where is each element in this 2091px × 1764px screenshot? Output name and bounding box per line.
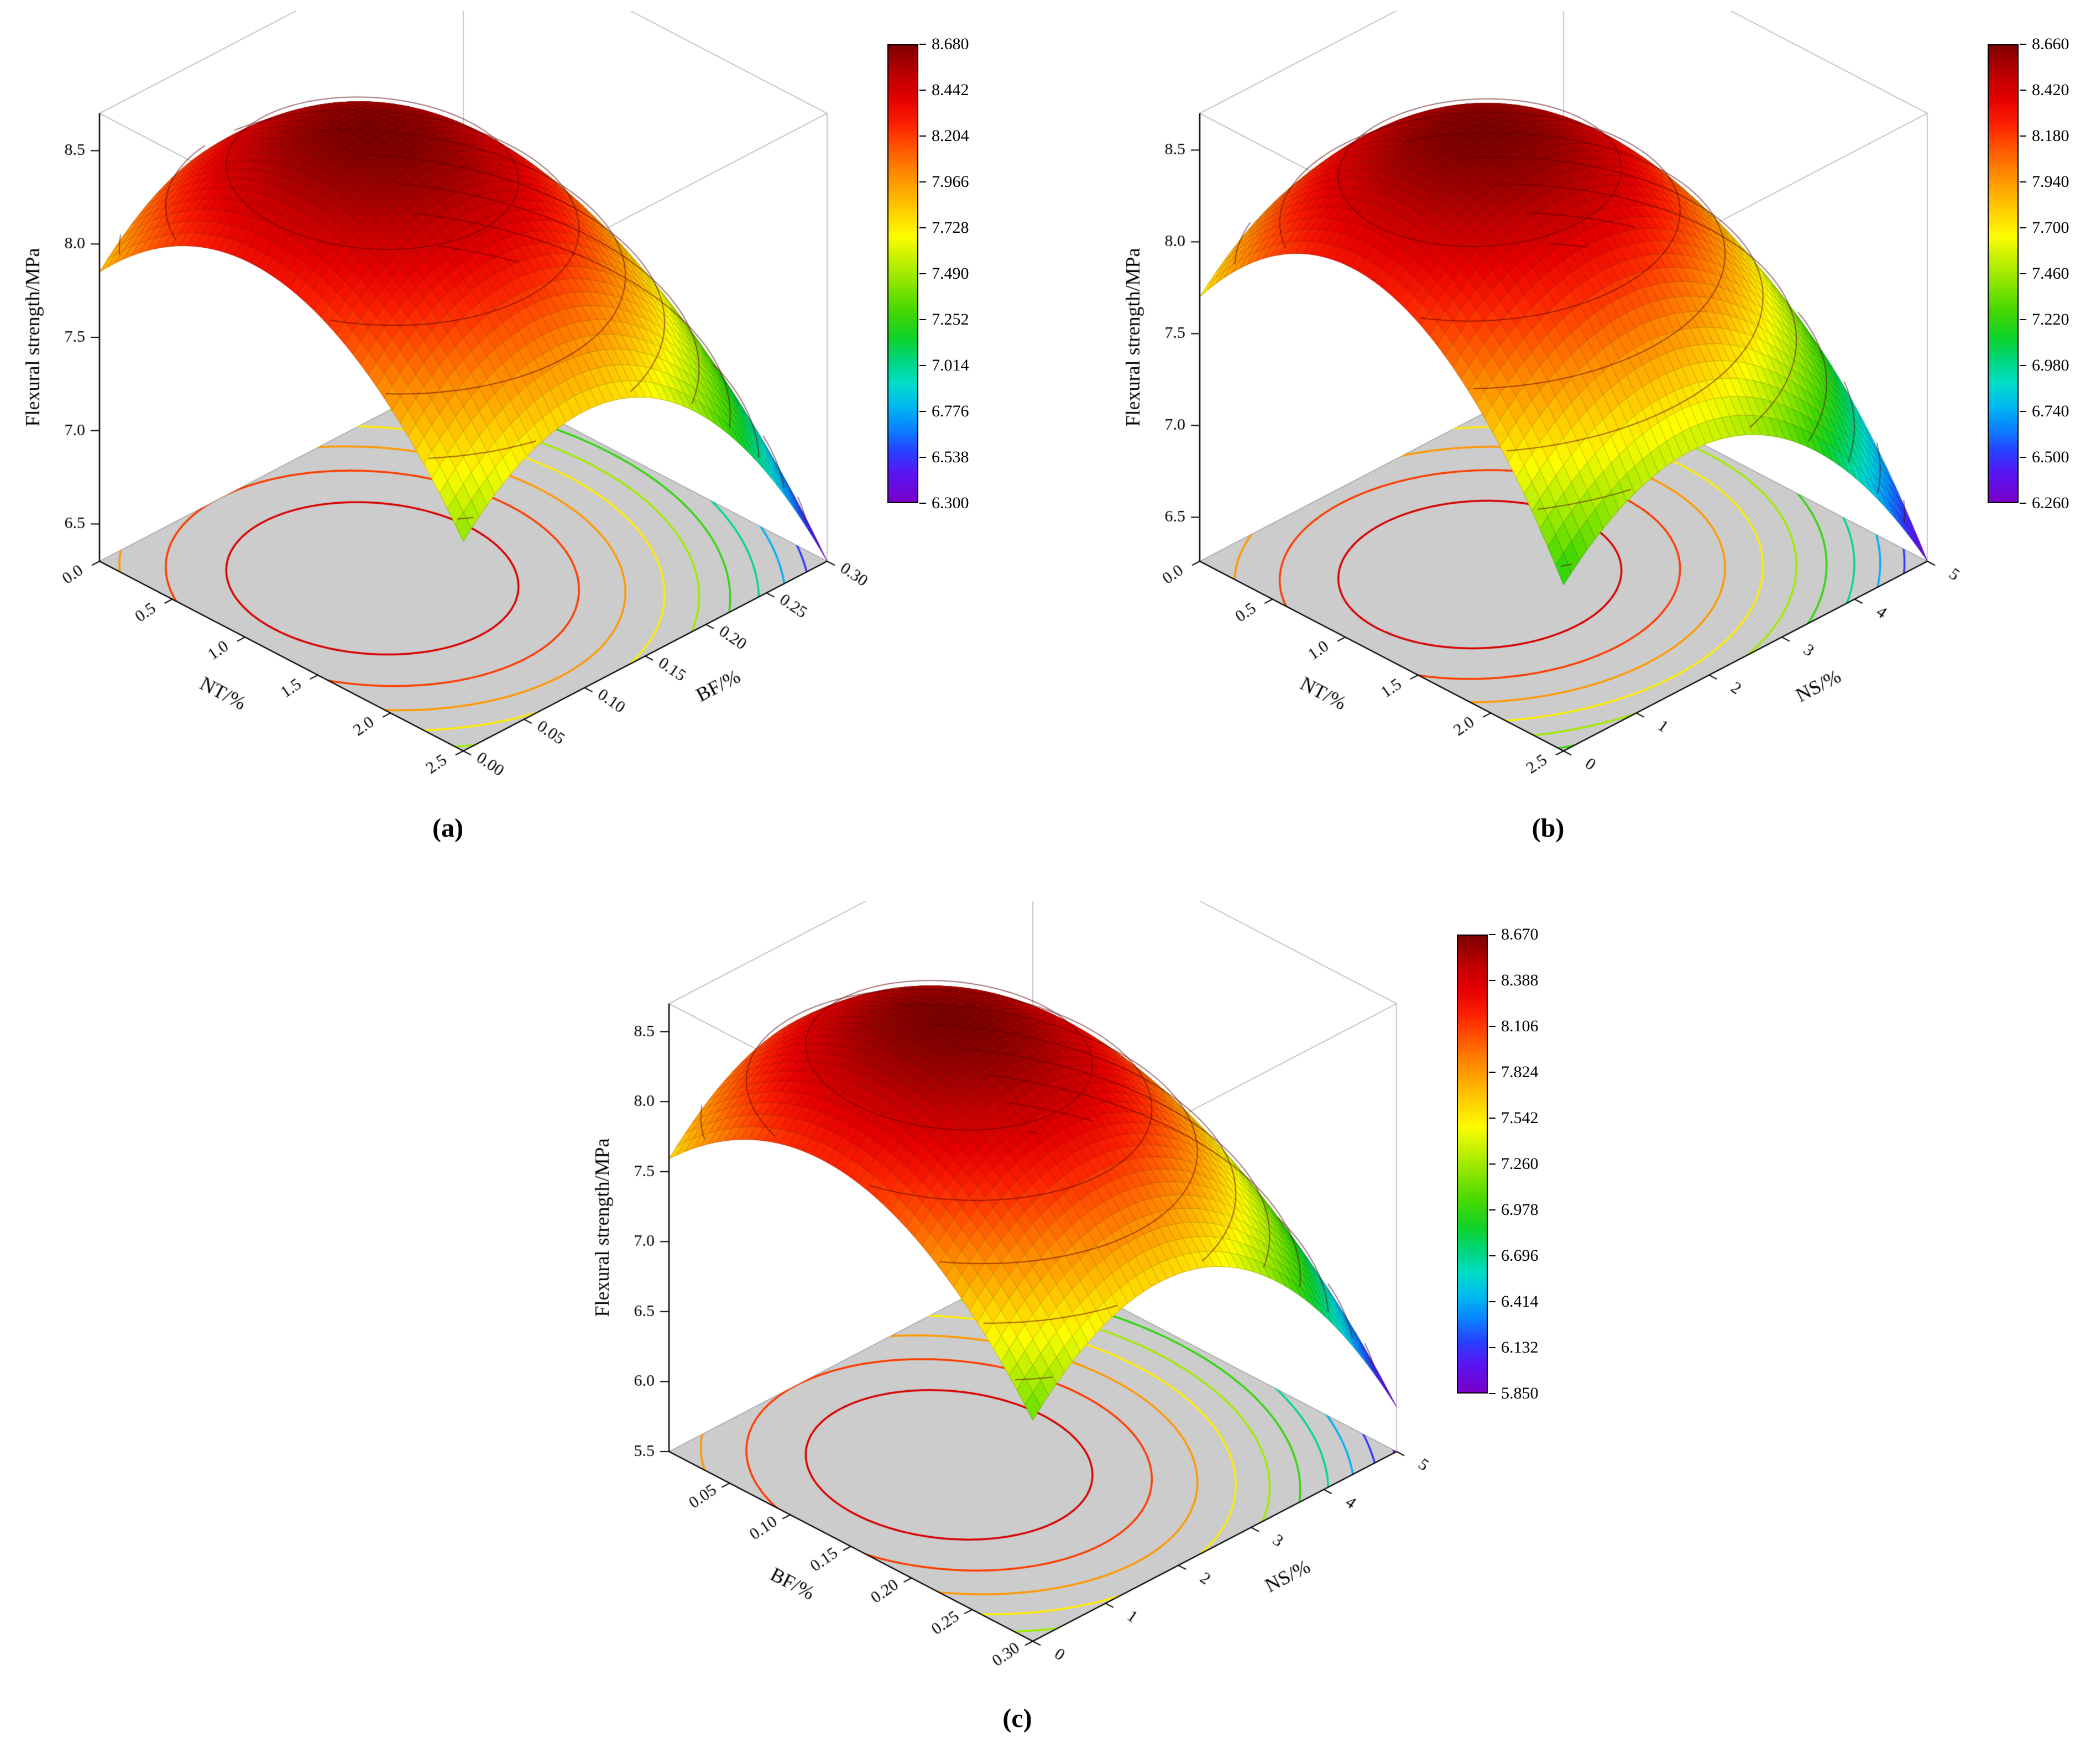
- colorbar-tick-label: 8.660: [2032, 35, 2069, 53]
- colorbar-tick: [2020, 227, 2026, 228]
- surface-canvas-a: [17, 11, 879, 796]
- colorbar-tick-label: 6.538: [932, 448, 969, 466]
- surface-canvas-b: [1117, 11, 1979, 796]
- surface-plot-b: 8.660 8.420 8.180 7.940 7.700 7.460 7.220 6.980…: [1117, 11, 2091, 874]
- colorbar-tick: [2020, 319, 2026, 320]
- colorbar-a: 8.680 8.442 8.204 7.966 7.728 7.490 7.252 7.014…: [887, 35, 992, 512]
- colorbar-c: 8.670 8.388 8.106 7.824 7.542 7.260 6.978 6.696…: [1457, 925, 1562, 1402]
- colorbar-tick: [1489, 1209, 1496, 1210]
- colorbar-gradient-b: [1988, 44, 2019, 503]
- colorbar-tick-label: 7.220: [2032, 310, 2069, 328]
- colorbar-tick: [2020, 273, 2026, 274]
- colorbar-tick: [2020, 411, 2026, 412]
- colorbar-tick-label: 6.740: [2032, 402, 2069, 420]
- colorbar-tick: [1489, 1072, 1496, 1073]
- colorbar-tick: [919, 411, 926, 412]
- figure-caption-c: (c): [1002, 1704, 1032, 1733]
- colorbar-tick: [919, 90, 926, 91]
- colorbar-tick: [919, 365, 926, 366]
- colorbar-tick: [2020, 135, 2026, 137]
- colorbar-tick: [2020, 181, 2026, 182]
- colorbar-tick: [1489, 1026, 1496, 1027]
- colorbar-tick: [2020, 457, 2026, 458]
- colorbar-tick: [1489, 934, 1496, 935]
- colorbar-tick: [1489, 1163, 1496, 1165]
- colorbar-tick: [919, 181, 926, 182]
- colorbar-tick-label: 5.850: [1501, 1384, 1539, 1402]
- surface-plot-a: 8.680 8.442 8.204 7.966 7.728 7.490 7.252 7.014…: [17, 11, 1001, 874]
- colorbar-tick: [1489, 1118, 1496, 1119]
- colorbar-tick: [1489, 1393, 1496, 1394]
- colorbar-tick: [1489, 1255, 1496, 1256]
- colorbar-tick-label: 7.940: [2032, 173, 2069, 191]
- colorbar-tick-label: 7.542: [1501, 1109, 1539, 1127]
- colorbar-tick-label: 6.414: [1501, 1292, 1539, 1311]
- colorbar-b: 8.660 8.420 8.180 7.940 7.700 7.460 7.220 6.980…: [1988, 35, 2091, 512]
- colorbar-tick: [2020, 365, 2026, 366]
- colorbar-tick-label: 7.966: [932, 173, 969, 191]
- colorbar-tick-label: 6.260: [2032, 494, 2069, 512]
- colorbar-tick-label: 7.728: [932, 218, 969, 237]
- colorbar-tick-label: 8.670: [1501, 925, 1539, 943]
- colorbar-tick-label: 8.680: [932, 35, 969, 53]
- colorbar-tick-label: 6.978: [1501, 1201, 1539, 1219]
- colorbar-tick: [2020, 503, 2026, 504]
- colorbar-tick-label: 6.776: [932, 402, 969, 420]
- colorbar-tick-label: 8.180: [2032, 127, 2069, 145]
- colorbar-gradient-a: [887, 44, 918, 503]
- colorbar-tick: [919, 457, 926, 458]
- colorbar-tick-label: 7.824: [1501, 1063, 1539, 1081]
- colorbar-tick-label: 6.300: [932, 494, 969, 512]
- colorbar-tick: [1489, 980, 1496, 981]
- surface-canvas-c: [586, 901, 1449, 1687]
- colorbar-tick-label: 8.106: [1501, 1017, 1539, 1035]
- colorbar-tick-label: 7.700: [2032, 218, 2069, 237]
- colorbar-tick-label: 7.252: [932, 310, 969, 328]
- colorbar-tick: [1489, 1347, 1496, 1348]
- colorbar-tick-label: 6.132: [1501, 1338, 1539, 1356]
- colorbar-tick: [2020, 90, 2026, 91]
- colorbar-tick-label: 7.460: [2032, 264, 2069, 283]
- colorbar-tick-label: 7.260: [1501, 1155, 1539, 1173]
- surface-plot-c: 8.670 8.388 8.106 7.824 7.542 7.260 6.978 6.696…: [586, 901, 1570, 1764]
- colorbar-tick: [2020, 44, 2026, 45]
- colorbar-tick-label: 6.696: [1501, 1246, 1539, 1265]
- colorbar-tick: [919, 227, 926, 228]
- colorbar-tick: [919, 44, 926, 45]
- colorbar-tick-label: 7.490: [932, 264, 969, 283]
- colorbar-tick: [1489, 1301, 1496, 1302]
- colorbar-tick-label: 8.204: [932, 127, 969, 145]
- figure-caption-a: (a): [432, 813, 463, 843]
- colorbar-tick-label: 8.442: [932, 81, 969, 99]
- colorbar-tick-label: 8.420: [2032, 81, 2069, 99]
- colorbar-gradient-c: [1457, 935, 1488, 1394]
- colorbar-tick: [919, 273, 926, 274]
- colorbar-tick-label: 7.014: [932, 356, 969, 374]
- colorbar-tick: [919, 319, 926, 320]
- colorbar-tick: [919, 135, 926, 137]
- colorbar-tick-label: 6.980: [2032, 356, 2069, 374]
- colorbar-tick-label: 6.500: [2032, 448, 2069, 466]
- colorbar-tick-label: 8.388: [1501, 971, 1539, 989]
- colorbar-tick: [919, 503, 926, 504]
- figure-caption-b: (b): [1531, 813, 1565, 843]
